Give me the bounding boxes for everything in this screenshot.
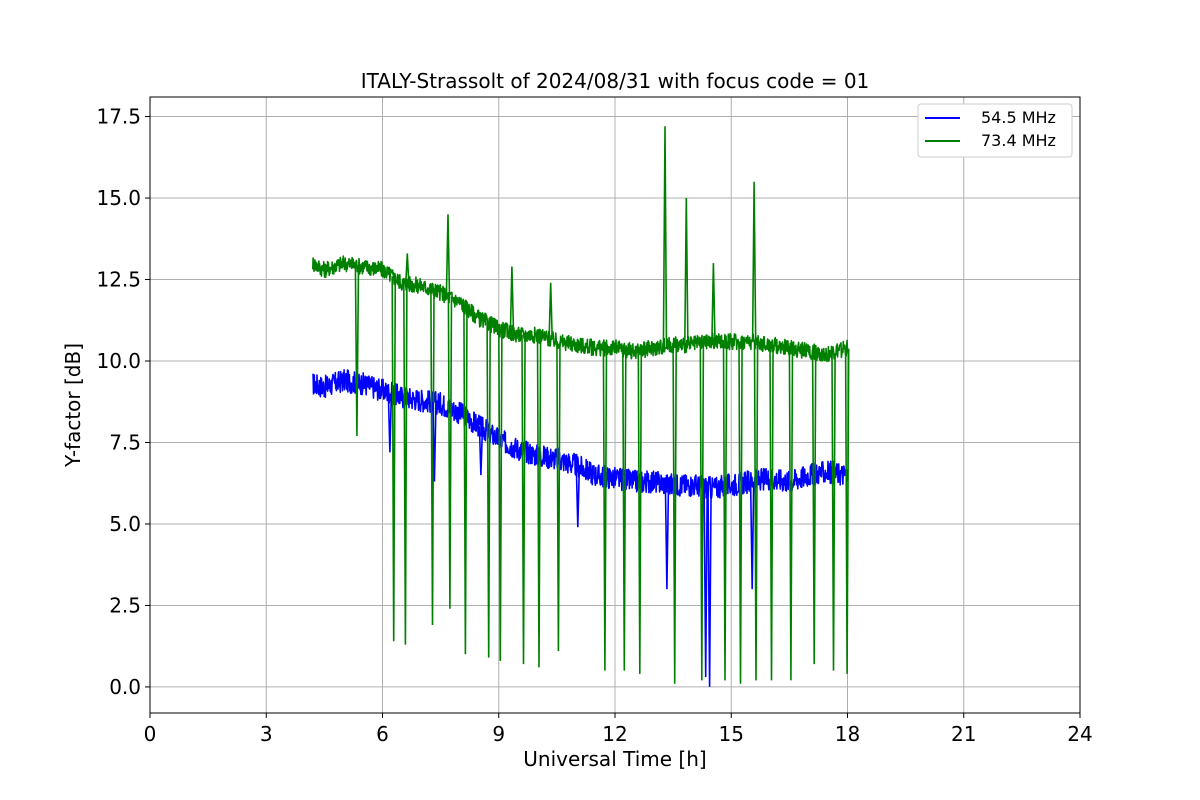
- spike-mark: [664, 483, 670, 590]
- spike-mark: [432, 402, 437, 482]
- spike-mark: [684, 197, 689, 345]
- spike-mark: [509, 266, 515, 333]
- spike-mark: [769, 344, 774, 681]
- spike-mark: [811, 351, 817, 665]
- spike-mark: [521, 334, 526, 665]
- spike-mark: [602, 347, 608, 671]
- y-tick-label: 0.0: [109, 675, 141, 699]
- spike-mark: [445, 214, 451, 296]
- spike-mark: [556, 341, 561, 652]
- x-ticks: 0 3 6 9 12 15 18 21 24: [144, 713, 1093, 746]
- spike-mark: [711, 263, 716, 342]
- y-tick-label: 15.0: [96, 186, 141, 210]
- x-tick-label: 9: [492, 722, 505, 746]
- spike-mark: [699, 343, 705, 681]
- spike-mark: [405, 253, 410, 284]
- x-tick-label: 21: [951, 722, 976, 746]
- spike-mark: [753, 342, 759, 681]
- spike-mark: [430, 289, 435, 626]
- spike-mark: [749, 481, 755, 590]
- x-tick-label: 6: [376, 722, 389, 746]
- spike-mark: [751, 181, 757, 342]
- spike-mark: [536, 334, 542, 668]
- y-tick-label: 12.5: [96, 268, 141, 292]
- y-tick-label: 7.5: [109, 430, 141, 454]
- legend-label-73-4: 73.4 MHz: [981, 131, 1056, 150]
- x-tick-label: 15: [719, 722, 744, 746]
- spike-mark: [478, 426, 484, 476]
- spike-mark: [622, 349, 627, 671]
- x-tick-label: 24: [1067, 722, 1092, 746]
- legend-label-54-5: 54.5 MHz: [981, 108, 1056, 127]
- spike-mark: [391, 276, 397, 642]
- series-line-1: [312, 255, 849, 363]
- spike-mark: [403, 283, 408, 645]
- x-tick-label: 3: [260, 722, 273, 746]
- spike-mark: [387, 392, 393, 453]
- plot-series: [312, 126, 850, 687]
- chart-title: ITALY-Strassolt of 2024/08/31 with focus…: [361, 69, 870, 93]
- spike-mark: [703, 486, 708, 678]
- spike-mark: [672, 344, 677, 684]
- spike-mark: [447, 296, 453, 609]
- spike-mark: [463, 305, 468, 655]
- x-tick-label: 0: [144, 722, 157, 746]
- x-tick-label: 18: [835, 722, 860, 746]
- spike-mark: [575, 465, 581, 528]
- legend: 54.5 MHz 73.4 MHz: [917, 103, 1073, 158]
- spike-mark: [788, 347, 794, 681]
- y-ticks: 0.0 2.5 5.0 7.5 10.0 12.5 15.0 17.5: [96, 105, 150, 699]
- spike-mark: [486, 322, 491, 658]
- x-axis-label: Universal Time [h]: [523, 747, 706, 771]
- spike-mark: [707, 487, 712, 687]
- y-tick-label: 5.0: [109, 512, 141, 536]
- y-tick-label: 17.5: [96, 105, 141, 129]
- y-tick-label: 10.0: [96, 349, 141, 373]
- spike-mark: [844, 348, 850, 674]
- spike-mark: [548, 282, 553, 339]
- spike-mark: [354, 265, 360, 437]
- spike-mark: [662, 126, 668, 347]
- spike-mark: [831, 353, 836, 671]
- spike-mark: [722, 341, 728, 681]
- x-tick-label: 12: [602, 722, 627, 746]
- y-tick-label: 2.5: [109, 593, 141, 617]
- y-axis-label: Y-factor [dB]: [61, 343, 85, 468]
- spike-mark: [738, 341, 743, 684]
- spike-mark: [637, 350, 643, 674]
- spike-mark: [498, 328, 503, 661]
